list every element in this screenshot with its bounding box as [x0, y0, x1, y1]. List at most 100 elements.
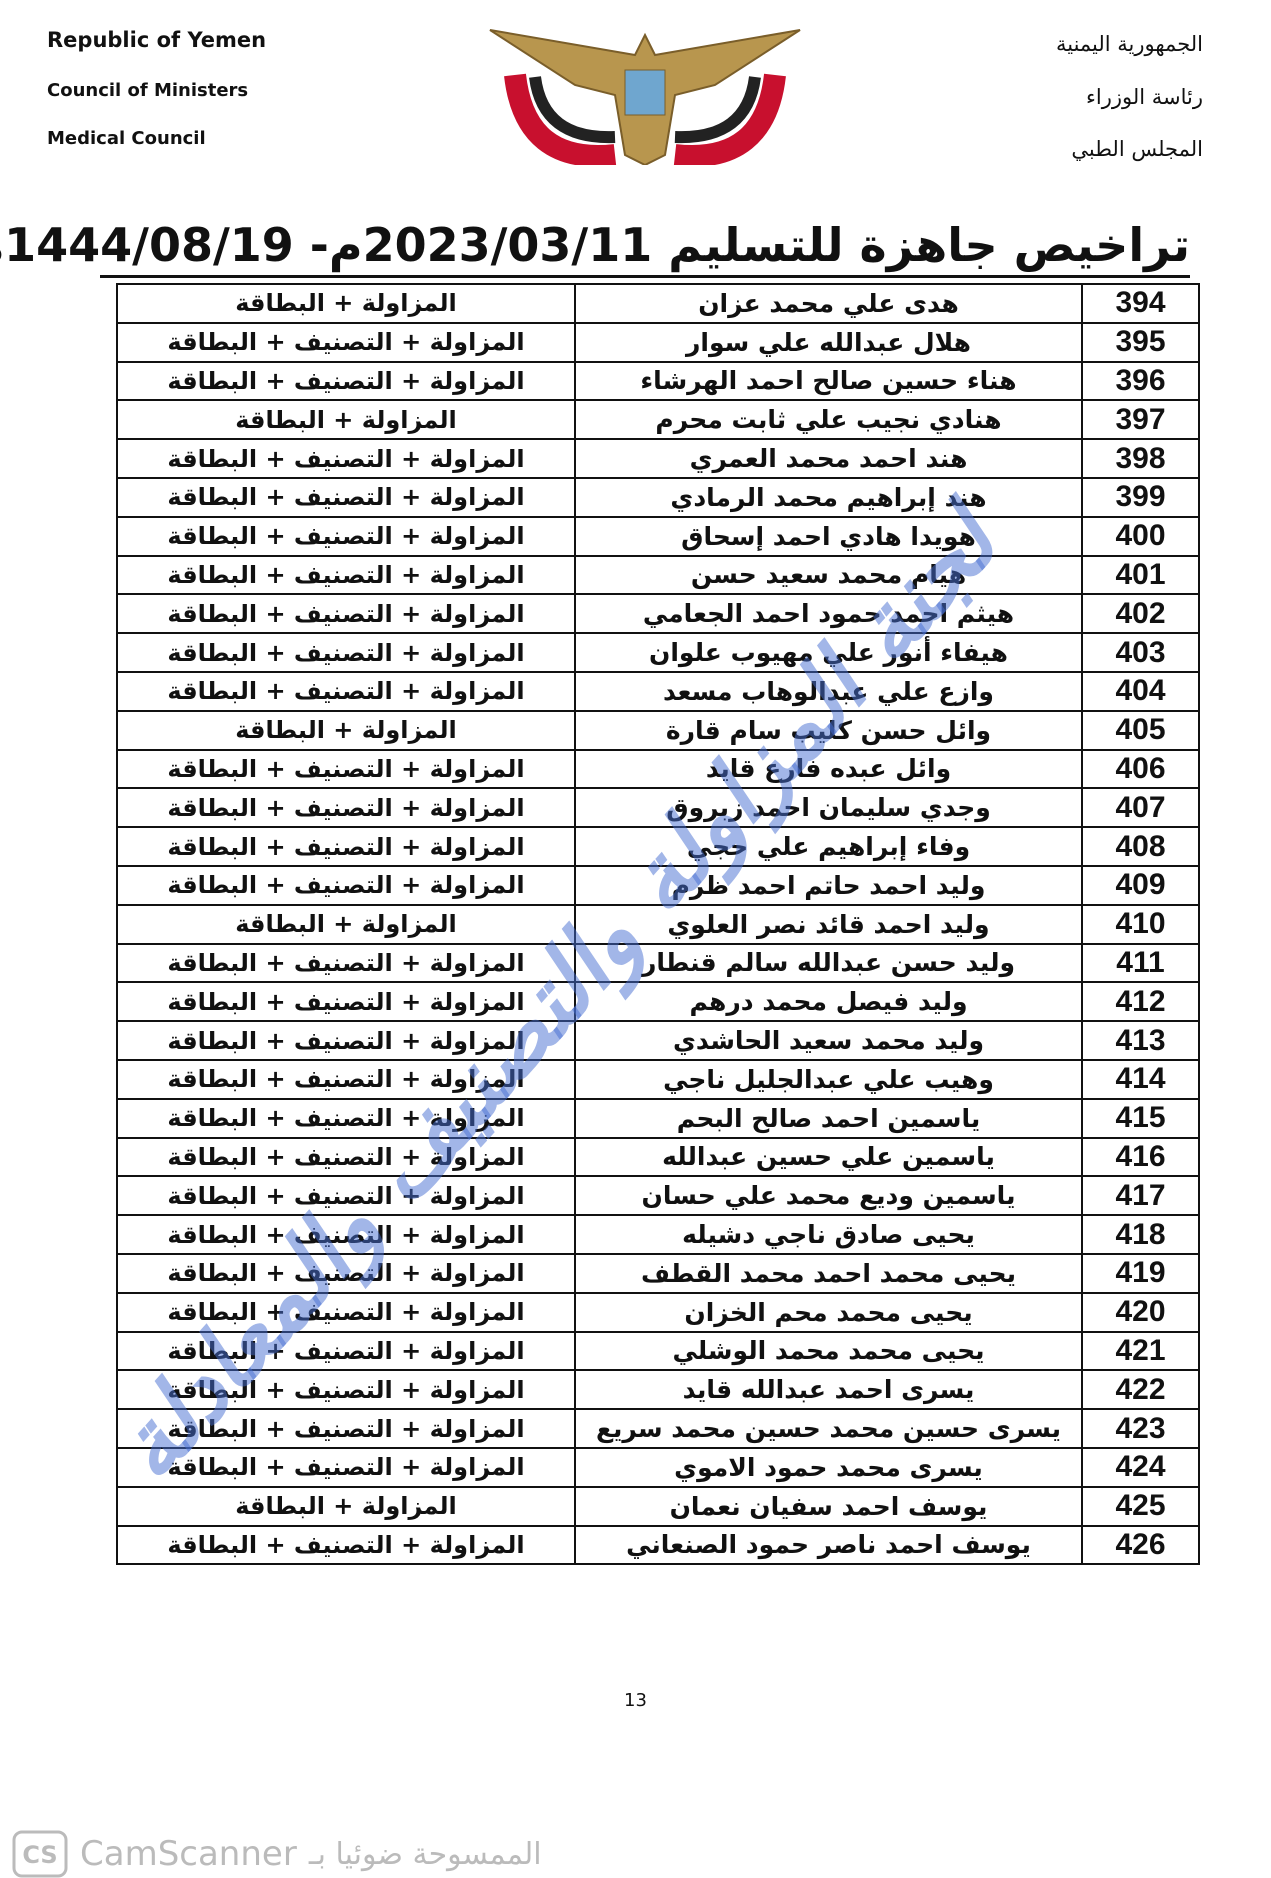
status: المزاولة + التصنيف + البطاقة	[116, 593, 576, 635]
table-row: 408 وفاء إبراهيم علي حجي المزاولة + التصني…	[116, 826, 1200, 867]
name: ياسمين احمد صالح البحم	[574, 1097, 1083, 1139]
table-row: 397 هنادي نجيب علي ثابت محرم المزاولة + ال…	[116, 399, 1200, 441]
row-number: 422	[1081, 1369, 1200, 1411]
row-number: 398	[1081, 438, 1200, 479]
status: المزاولة + البطاقة	[116, 1485, 576, 1527]
table-row: 424 يسرى محمد حمود الاموي المزاولة + التصن…	[116, 1446, 1200, 1488]
status: المزاولة + التصنيف + البطاقة	[116, 826, 576, 867]
status: المزاولة + التصنيف + البطاقة	[116, 864, 576, 906]
table-row: 403 هيفاء أنور علي مهيوب علوان المزاولة + …	[116, 632, 1200, 673]
table-row: 394 هدى علي محمد عزان المزاولة + البطاقة	[116, 283, 1200, 324]
scanner-caption: الممسوحة ضوئيا بـ	[308, 1836, 542, 1872]
status: المزاولة + التصنيف + البطاقة	[116, 748, 576, 790]
row-number: 404	[1081, 670, 1200, 712]
name: وليد فيصل محمد درهم	[574, 981, 1083, 1023]
status: المزاولة + التصنيف + البطاقة	[116, 1097, 576, 1139]
row-number: 405	[1081, 709, 1200, 751]
table-row: 425 يوسف احمد سفيان نعمان المزاولة + البطا…	[116, 1485, 1200, 1527]
row-number: 417	[1081, 1175, 1200, 1217]
name: وهيب علي عبدالجليل ناجي	[574, 1058, 1083, 1100]
status: المزاولة + التصنيف + البطاقة	[116, 1369, 576, 1411]
name: هيفاء أنور علي مهيوب علوان	[574, 632, 1083, 673]
status: المزاولة + البطاقة	[116, 903, 576, 945]
name: هيثم احمد حمود احمد الجعامي	[574, 593, 1083, 635]
name: وليد احمد حاتم احمد ظرم	[574, 864, 1083, 906]
row-number: 403	[1081, 632, 1200, 673]
status: المزاولة + التصنيف + البطاقة	[116, 1291, 576, 1333]
table-row: 426 يوسف احمد ناصر حمود الصنعاني المزاولة …	[116, 1524, 1200, 1566]
header-line: الجمهورية اليمنية	[1055, 32, 1203, 56]
row-number: 416	[1081, 1136, 1200, 1178]
name: يحيى محمد محمد الوشلي	[574, 1330, 1083, 1372]
table-row: 395 هلال عبدالله علي سوار المزاولة + التصن…	[116, 321, 1200, 363]
row-number: 396	[1081, 360, 1200, 402]
table-row: 416 ياسمين علي حسين عبدالله المزاولة + الت…	[116, 1136, 1200, 1178]
status: المزاولة + التصنيف + البطاقة	[116, 787, 576, 829]
name: يسرى احمد عبدالله قايد	[574, 1369, 1083, 1411]
table-row: 414 وهيب علي عبدالجليل ناجي المزاولة + الت…	[116, 1058, 1200, 1100]
table-row: 419 يحيى محمد احمد محمد القطف المزاولة + ا…	[116, 1252, 1200, 1294]
row-number: 409	[1081, 864, 1200, 906]
name: يسرى حسين محمد حسين محمد سريع	[574, 1408, 1083, 1449]
svg-text:CS: CS	[22, 1841, 57, 1869]
row-number: 397	[1081, 399, 1200, 441]
name: هند إبراهيم محمد الرمادي	[574, 476, 1083, 518]
title: تراخيص جاهزة للتسليم 2023/03/11م- 1444/0…	[0, 215, 1190, 278]
header-line: رئاسة الوزراء	[1086, 85, 1203, 109]
name: وليد محمد سعيد الحاشدي	[574, 1020, 1083, 1061]
row-number: 407	[1081, 787, 1200, 829]
name: وائل حسن كليب سام قارة	[574, 709, 1083, 751]
name: هدى علي محمد عزان	[574, 283, 1083, 324]
name: يوسف احمد ناصر حمود الصنعاني	[574, 1524, 1083, 1566]
name: وليد احمد قائد نصر العلوي	[574, 903, 1083, 945]
row-number: 410	[1081, 903, 1200, 945]
table-row: 409 وليد احمد حاتم احمد ظرم المزاولة + الت…	[116, 864, 1200, 906]
name: وفاء إبراهيم علي حجي	[574, 826, 1083, 867]
status: المزاولة + التصنيف + البطاقة	[116, 1058, 576, 1100]
name: يحيى صادق ناجي دشيله	[574, 1214, 1083, 1255]
table-row: 396 هناء حسين صالح احمد الهرشاء المزاولة +…	[116, 360, 1200, 402]
name: هند احمد محمد العمري	[574, 438, 1083, 479]
row-number: 420	[1081, 1291, 1200, 1333]
row-number: 423	[1081, 1408, 1200, 1449]
table-row: 418 يحيى صادق ناجي دشيله المزاولة + التصني…	[116, 1214, 1200, 1255]
name: يحيى محمد احمد محمد القطف	[574, 1252, 1083, 1294]
table-row: 405 وائل حسن كليب سام قارة المزاولة + البط…	[116, 709, 1200, 751]
table-row: 421 يحيى محمد محمد الوشلي المزاولة + التصن…	[116, 1330, 1200, 1372]
table-row: 399 هند إبراهيم محمد الرمادي المزاولة + ال…	[116, 476, 1200, 518]
emblem	[489, 29, 801, 165]
name: وائل عبده فارع قايد	[574, 748, 1083, 790]
status: المزاولة + التصنيف + البطاقة	[116, 670, 576, 712]
row-number: 400	[1081, 515, 1200, 557]
status: المزاولة + البطاقة	[116, 283, 576, 324]
status: المزاولة + التصنيف + البطاقة	[116, 1446, 576, 1488]
table-row: 423 يسرى حسين محمد حسين محمد سريع المزاولة…	[116, 1408, 1200, 1449]
table-row: 413 وليد محمد سعيد الحاشدي المزاولة + التص…	[116, 1020, 1200, 1061]
row-number: 413	[1081, 1020, 1200, 1061]
status: المزاولة + التصنيف + البطاقة	[116, 321, 576, 363]
row-number: 424	[1081, 1446, 1200, 1488]
table-row: 422 يسرى احمد عبدالله قايد المزاولة + التص…	[116, 1369, 1200, 1411]
row-number: 419	[1081, 1252, 1200, 1294]
name: يسرى محمد حمود الاموي	[574, 1446, 1083, 1488]
table-row: 420 يحيى محمد محم الخزان المزاولة + التصني…	[116, 1291, 1200, 1333]
row-number: 394	[1081, 283, 1200, 324]
row-number: 408	[1081, 826, 1200, 867]
scanner-brand: CamScanner	[80, 1834, 297, 1874]
status: المزاولة + التصنيف + البطاقة	[116, 554, 576, 596]
name: هويدا هادي احمد إسحاق	[574, 515, 1083, 557]
page-number: 13	[624, 1690, 647, 1711]
name: ياسمين وديع محمد علي حسان	[574, 1175, 1083, 1217]
name: وجدي سليمان احمد زبروق	[574, 787, 1083, 829]
status: المزاولة + التصنيف + البطاقة	[116, 1136, 576, 1178]
status: المزاولة + التصنيف + البطاقة	[116, 1330, 576, 1372]
status: المزاولة + التصنيف + البطاقة	[116, 1020, 576, 1061]
table-row: 410 وليد احمد قائد نصر العلوي المزاولة + ا…	[116, 903, 1200, 945]
row-number: 412	[1081, 981, 1200, 1023]
name: وازع علي عبدالوهاب مسعد	[574, 670, 1083, 712]
table-row: 417 ياسمين وديع محمد علي حسان المزاولة + ا…	[116, 1175, 1200, 1217]
row-number: 426	[1081, 1524, 1200, 1566]
name: يوسف احمد سفيان نعمان	[574, 1485, 1083, 1527]
status: المزاولة + التصنيف + البطاقة	[116, 438, 576, 479]
